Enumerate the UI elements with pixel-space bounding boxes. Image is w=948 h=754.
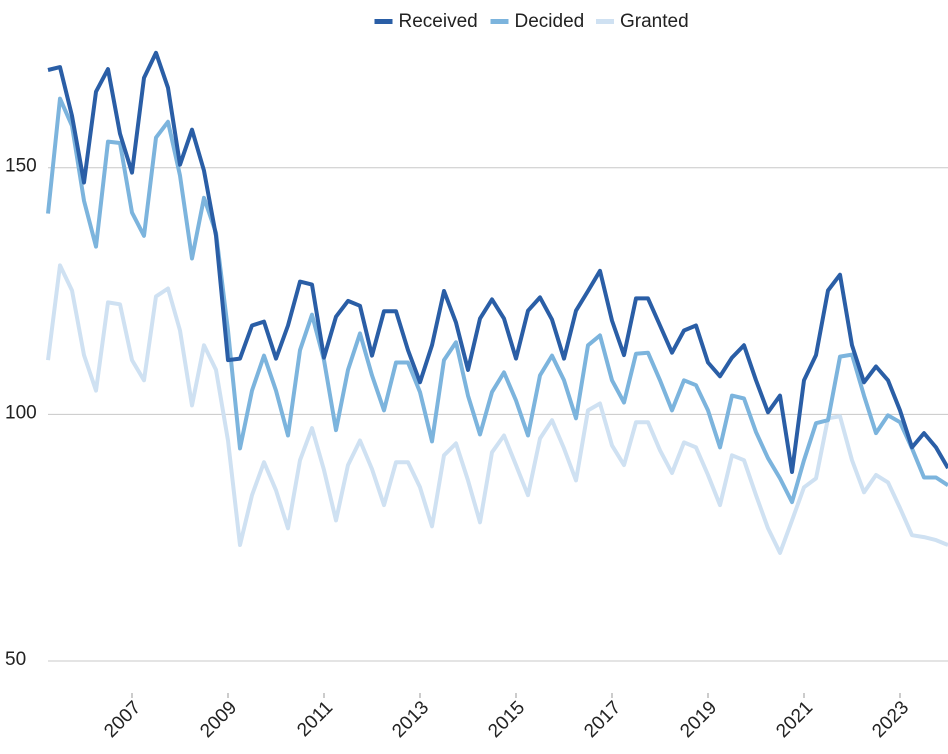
legend-swatch <box>374 19 393 24</box>
x-tick-label: 2019 <box>676 697 721 742</box>
x-tick-label: 2013 <box>388 697 433 742</box>
y-tick-label: 150 <box>5 156 37 177</box>
y-tick-label: 100 <box>5 402 37 423</box>
x-tick-label: 2007 <box>100 697 145 742</box>
legend-label: Decided <box>515 11 585 32</box>
legend-label: Received <box>399 11 478 32</box>
x-tick-label: 2021 <box>772 697 817 742</box>
x-tick-label: 2011 <box>293 697 337 741</box>
x-tick-label: 2023 <box>868 697 913 742</box>
x-tick-label: 2017 <box>580 697 625 742</box>
y-tick-label: 50 <box>5 649 26 670</box>
series-line <box>46 263 948 555</box>
legend: Received Decided Granted <box>374 11 689 32</box>
x-tick-label: 2009 <box>196 697 241 742</box>
series-line <box>47 50 948 474</box>
series-line <box>46 96 948 505</box>
legend-swatch <box>490 19 509 24</box>
x-tick-label: 2015 <box>484 697 529 742</box>
legend-swatch <box>596 19 614 24</box>
legend-label: Granted <box>620 11 689 32</box>
